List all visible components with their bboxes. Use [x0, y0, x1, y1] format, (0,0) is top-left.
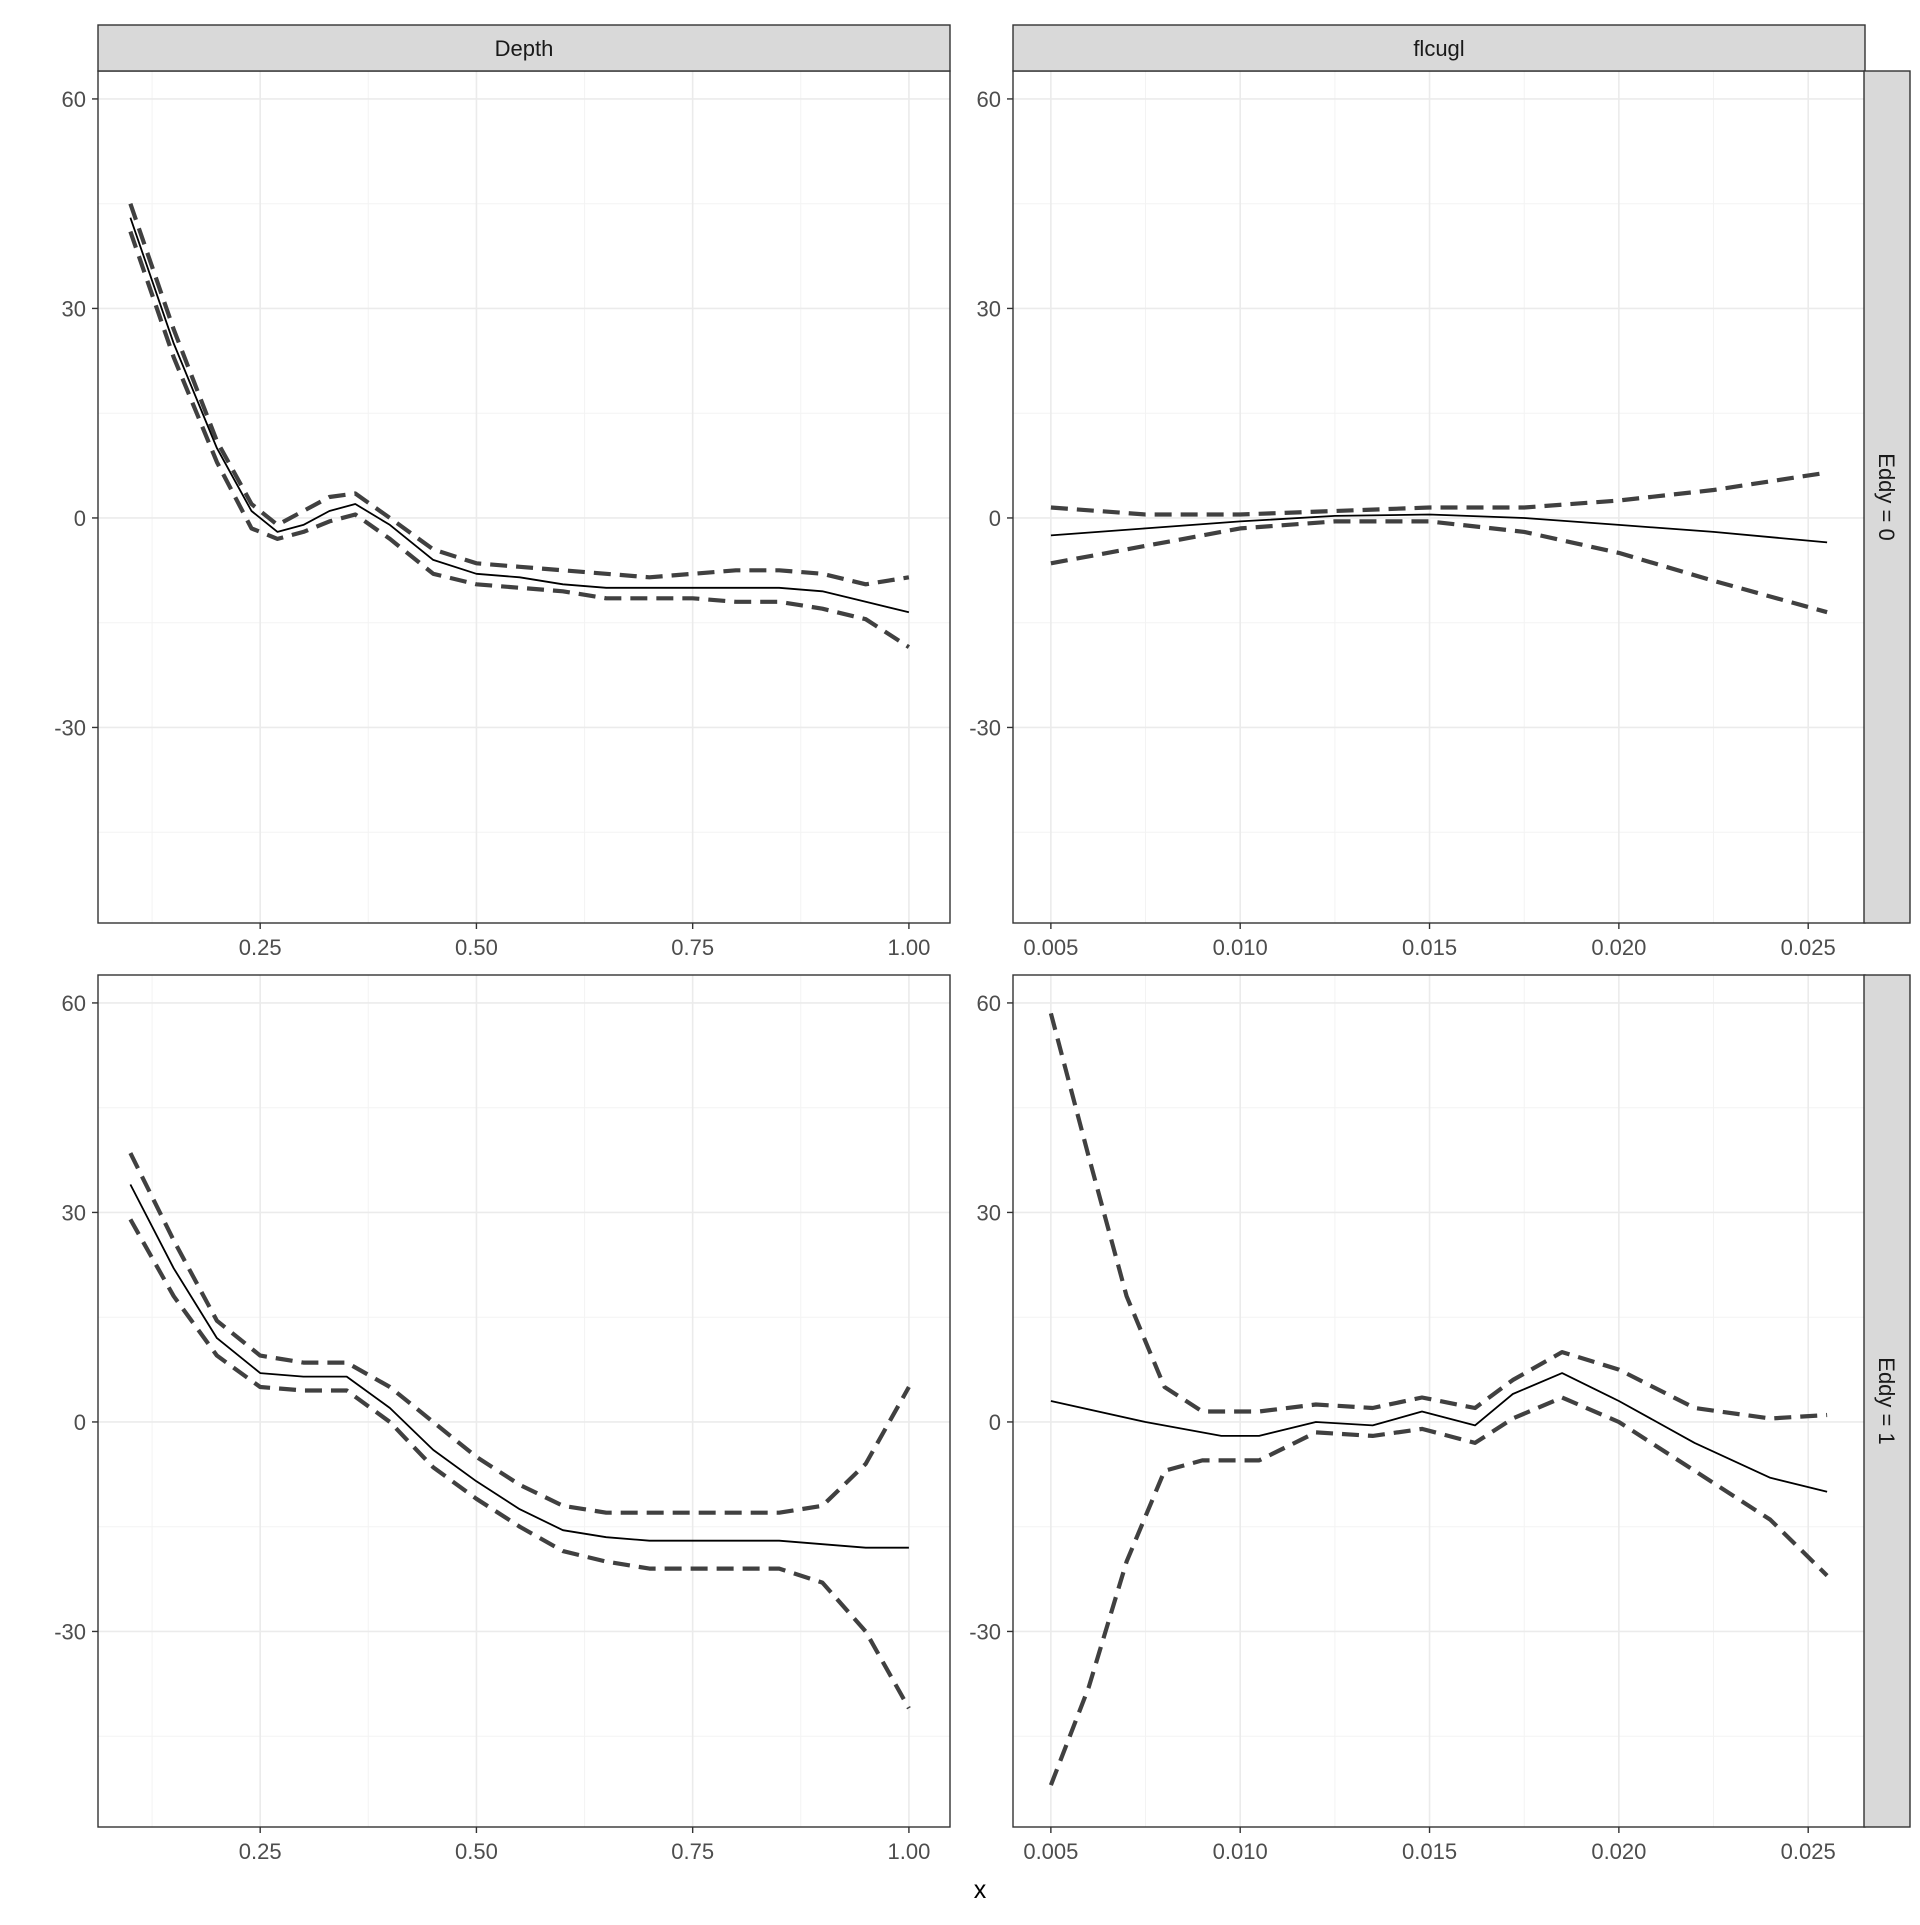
panel-flcugl-eddy-1-background — [1013, 975, 1865, 1827]
upper-confidence-curve — [128, 203, 910, 587]
y-tick-label: -30 — [54, 715, 86, 740]
panel-depth-eddy-1-background — [98, 975, 950, 1827]
y-tick-label: 60 — [977, 991, 1001, 1016]
facet-strip-flcugl — [1012, 24, 1866, 72]
x-tick-label: 0.015 — [1402, 1839, 1457, 1864]
x-tick-label: 0.75 — [671, 1839, 714, 1864]
x-tick-label: 0.020 — [1591, 935, 1646, 960]
y-tick-label: 60 — [62, 991, 86, 1016]
facet-strip-eddy-1 — [1863, 974, 1911, 1828]
x-tick-label: 0.005 — [1023, 1839, 1078, 1864]
fitted-curve — [129, 217, 910, 614]
x-tick-label: 1.00 — [887, 1839, 930, 1864]
x-tick-label: 0.005 — [1023, 935, 1078, 960]
x-tick-label: 0.025 — [1781, 935, 1836, 960]
facet-strip-eddy-0 — [1863, 70, 1911, 924]
upper-confidence-curve — [128, 1152, 911, 1515]
y-tick-label: -30 — [969, 715, 1001, 740]
lower-confidence-curve — [128, 1218, 911, 1710]
y-tick-label: 30 — [977, 1200, 1001, 1225]
x-tick-label: 1.00 — [887, 935, 930, 960]
panel-depth-eddy-0: -30 0 30 60 0.25 0.50 0.75 1.00 — [54, 70, 951, 960]
x-tick-label: 0.020 — [1591, 1839, 1646, 1864]
y-tick-label: 0 — [74, 1410, 86, 1435]
x-tick-label: 0.25 — [239, 1839, 282, 1864]
x-tick-label: 0.025 — [1781, 1839, 1836, 1864]
y-tick-label: 30 — [977, 296, 1001, 321]
y-tick-label: -30 — [969, 1619, 1001, 1644]
x-tick-label: 0.25 — [239, 935, 282, 960]
panel-flcugl-eddy-1: -30 0 30 60 0.005 0.010 0.015 0.020 0.025 — [969, 974, 1866, 1864]
fitted-curve — [1050, 1372, 1828, 1493]
x-tick-label: 0.50 — [455, 1839, 498, 1864]
y-tick-label: 30 — [62, 1200, 86, 1225]
fitted-curve — [129, 1184, 909, 1549]
panel-depth-eddy-0-background — [98, 71, 950, 923]
upper-confidence-curve — [1050, 470, 1828, 517]
panel-depth-eddy-1-border — [97, 974, 951, 1828]
facet-strip-depth — [97, 24, 951, 72]
upper-confidence-curve — [1048, 1012, 1828, 1421]
x-tick-label: 0.010 — [1213, 1839, 1268, 1864]
lower-confidence-curve — [1048, 1395, 1829, 1786]
panel-depth-eddy-1: -30 0 30 60 0.25 0.50 0.75 1.00 — [54, 974, 951, 1864]
fitted-curve — [1050, 513, 1828, 544]
y-tick-label: -30 — [54, 1619, 86, 1644]
lower-confidence-curve — [128, 230, 911, 649]
x-tick-label: 0.010 — [1213, 935, 1268, 960]
x-tick-label: 0.75 — [671, 935, 714, 960]
x-axis-title: x — [974, 1876, 987, 1904]
facet-strip-label: Eddy = 0 — [1874, 453, 1899, 540]
x-tick-label: 0.015 — [1402, 935, 1457, 960]
facet-strip-label: Eddy = 1 — [1874, 1357, 1899, 1444]
y-tick-label: 0 — [989, 1410, 1001, 1435]
y-tick-label: 0 — [989, 506, 1001, 531]
facet-strip-label: flcugl — [1413, 36, 1464, 61]
panel-flcugl-eddy-0-background — [1013, 71, 1865, 923]
facet-strip-label: Depth — [495, 36, 554, 61]
y-tick-label: 60 — [977, 87, 1001, 112]
y-tick-label: 60 — [62, 87, 86, 112]
y-tick-label: 30 — [62, 296, 86, 321]
x-tick-label: 0.50 — [455, 935, 498, 960]
panel-flcugl-eddy-0: -30 0 30 60 0.005 0.010 0.015 0.020 0.025 — [969, 70, 1866, 960]
y-tick-label: 0 — [74, 506, 86, 531]
lower-confidence-curve — [1050, 519, 1828, 615]
